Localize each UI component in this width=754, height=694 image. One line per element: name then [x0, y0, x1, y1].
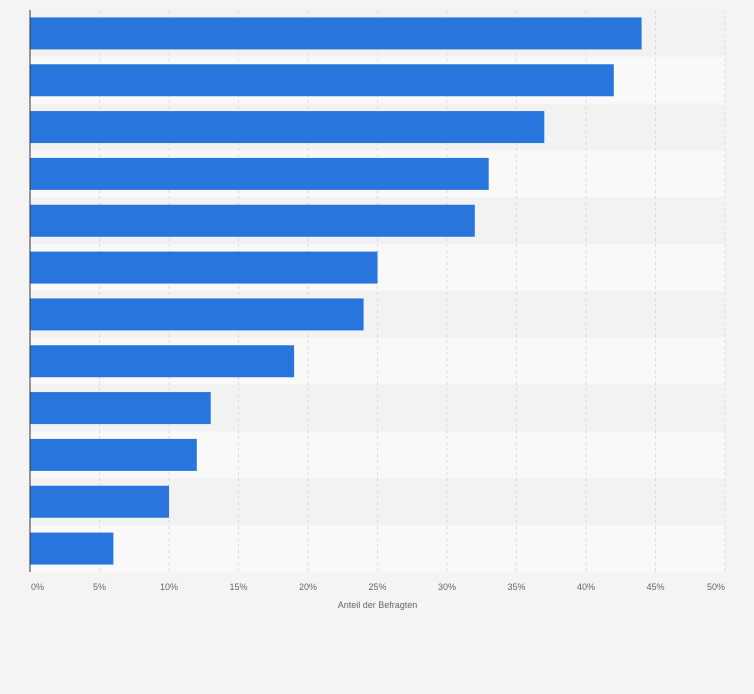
x-tick-label: 40%: [577, 582, 595, 592]
bar[interactable]: [30, 64, 614, 97]
bar[interactable]: [30, 157, 489, 190]
x-tick-label: 25%: [368, 582, 386, 592]
bar[interactable]: [30, 532, 114, 565]
x-tick-label: 50%: [707, 582, 725, 592]
bar[interactable]: [30, 392, 211, 425]
x-axis-title: Anteil der Befragten: [338, 600, 418, 610]
bar[interactable]: [30, 17, 642, 50]
gridlines: [99, 10, 726, 572]
x-tick-label: 35%: [507, 582, 525, 592]
x-tick-label: 10%: [160, 582, 178, 592]
bar[interactable]: [30, 251, 378, 284]
x-tick-label: 5%: [93, 582, 106, 592]
bar[interactable]: [30, 111, 545, 144]
bar[interactable]: [30, 485, 169, 518]
bars: [30, 17, 642, 565]
x-tick-labels: 0% 5% 10% 15% 20% 25% 30% 35% 40% 45% 50%: [31, 582, 725, 592]
x-tick-label: 0%: [31, 582, 44, 592]
bar[interactable]: [30, 298, 364, 331]
x-tick-label: 20%: [299, 582, 317, 592]
x-tick-label: 30%: [438, 582, 456, 592]
bar[interactable]: [30, 345, 295, 378]
x-tick-label: 45%: [646, 582, 664, 592]
x-tick-label: 15%: [229, 582, 247, 592]
bar[interactable]: [30, 438, 197, 471]
bar[interactable]: [30, 204, 475, 237]
